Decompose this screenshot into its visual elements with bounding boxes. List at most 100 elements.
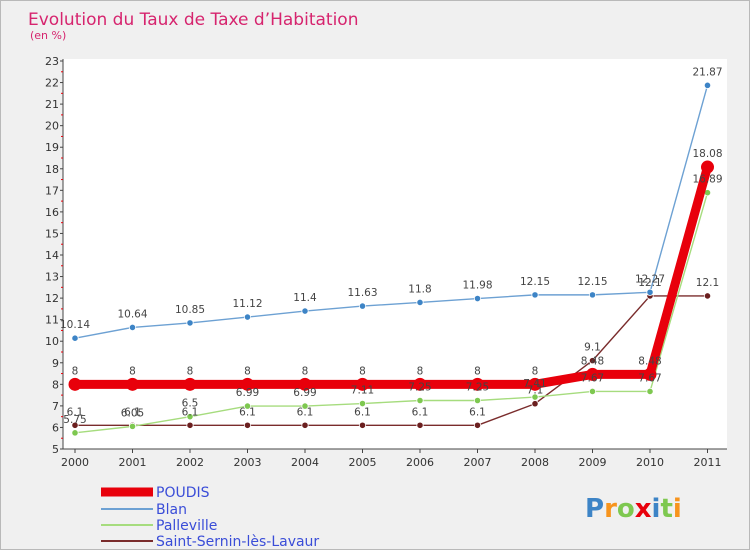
data-label: 8 (244, 365, 251, 377)
data-point (646, 288, 654, 296)
data-point (71, 421, 79, 429)
data-label: 16.89 (692, 174, 722, 186)
x-tick-label: 2008 (521, 456, 549, 469)
data-point (358, 421, 367, 429)
data-label: 6.1 (354, 406, 371, 418)
data-label: 11.8 (408, 283, 431, 295)
y-tick-label: 7 (52, 400, 59, 413)
y-tick-label: 22 (45, 77, 59, 90)
data-point (358, 399, 367, 408)
data-point (243, 402, 252, 410)
data-point (588, 387, 597, 396)
proxiti-logo: Proxiti (585, 494, 682, 524)
data-point (588, 291, 597, 299)
legend-label: POUDIS (156, 485, 210, 501)
series-line-0 (75, 165, 712, 389)
data-point (356, 377, 369, 391)
data-point (643, 367, 657, 381)
data-label: 6.1 (182, 406, 199, 418)
y-tick-label: 21 (45, 98, 59, 111)
x-tick-label: 2009 (579, 456, 607, 469)
data-label: 11.63 (347, 287, 377, 299)
x-tick-label: 2004 (291, 456, 319, 469)
data-label: 8 (129, 365, 136, 377)
chart-title: Evolution du Taux de Taxe d’Habitation (28, 10, 358, 30)
data-label: 12.1 (638, 277, 661, 289)
data-point (183, 377, 197, 391)
data-point (416, 298, 424, 307)
data-label: 6.1 (297, 406, 314, 418)
series-line-1 (74, 85, 709, 339)
data-label: 8.48 (638, 355, 661, 367)
data-label: 12.15 (577, 276, 607, 288)
logo-text: Proxiti (585, 494, 682, 524)
data-point (413, 377, 427, 391)
data-label: 7.25 (408, 382, 431, 394)
data-point (646, 387, 654, 396)
data-point (243, 421, 252, 429)
data-point (531, 393, 539, 401)
data-label: 12.1 (696, 277, 719, 289)
legend-label: Blan (156, 502, 187, 518)
series-line-2 (74, 192, 709, 434)
data-label: 21.87 (692, 66, 722, 78)
x-tick-label: 2003 (234, 456, 262, 469)
data-point (128, 323, 137, 332)
x-tick-label: 2001 (119, 456, 147, 469)
y-tick-label: 18 (45, 163, 59, 176)
data-point (186, 413, 194, 421)
data-point (473, 294, 482, 303)
data-label: 6.99 (293, 387, 316, 399)
data-label: 6.1 (469, 406, 486, 418)
y-tick-label: 9 (52, 357, 59, 370)
data-label: 6.5 (182, 398, 199, 410)
x-tick-label: 2002 (176, 456, 204, 469)
data-label: 11.98 (462, 280, 492, 292)
data-label: 8 (359, 365, 366, 377)
data-labels-layer: 8 8 8 8 8 8 8 8 8 8.48 8.48 18.08 10.14 10.64 10.85 11.… (60, 66, 723, 425)
y-tick-label: 8 (52, 378, 59, 391)
data-point (128, 422, 137, 430)
data-point (358, 302, 367, 310)
data-point (473, 421, 482, 429)
data-label: 7.1 (527, 385, 544, 397)
data-label: 7.41 (523, 378, 546, 390)
data-label: 5.75 (63, 414, 86, 426)
data-label: 7.11 (351, 385, 374, 397)
data-point (68, 377, 82, 391)
y-tick-label: 20 (45, 120, 59, 133)
data-label: 10.64 (117, 308, 147, 320)
legend-label: Saint-Sernin-lès-Lavaur (156, 534, 319, 549)
data-label: 8 (532, 365, 539, 377)
logo-letter: t (660, 494, 672, 524)
data-label: 7.67 (638, 372, 661, 384)
y-tick-label: 5 (52, 443, 59, 456)
data-label: 12.15 (520, 276, 550, 288)
data-point (531, 291, 539, 299)
y-axis-unit-label: (en %) (30, 29, 66, 42)
data-point (531, 400, 539, 408)
data-label: 9.1 (584, 342, 601, 354)
y-tick-label: 14 (45, 249, 59, 262)
data-point (186, 421, 194, 429)
data-label: 6.1 (67, 406, 84, 418)
data-point (528, 377, 542, 391)
data-label: 6.99 (236, 387, 259, 399)
data-label: 8 (302, 365, 309, 377)
data-point (701, 160, 714, 174)
data-point (416, 421, 424, 429)
data-label: 10.85 (175, 304, 205, 316)
y-tick-label: 10 (45, 335, 59, 348)
x-tick-label: 2000 (61, 456, 89, 469)
x-tick-label: 2011 (694, 456, 722, 469)
data-label: 11.4 (293, 292, 317, 304)
data-point (241, 377, 254, 391)
x-tick-label: 2005 (349, 456, 377, 469)
logo-letter: i (673, 494, 682, 524)
data-label: 12.27 (635, 273, 665, 285)
data-point (586, 367, 599, 381)
x-tick-label: 2010 (636, 456, 664, 469)
data-point (186, 319, 194, 327)
